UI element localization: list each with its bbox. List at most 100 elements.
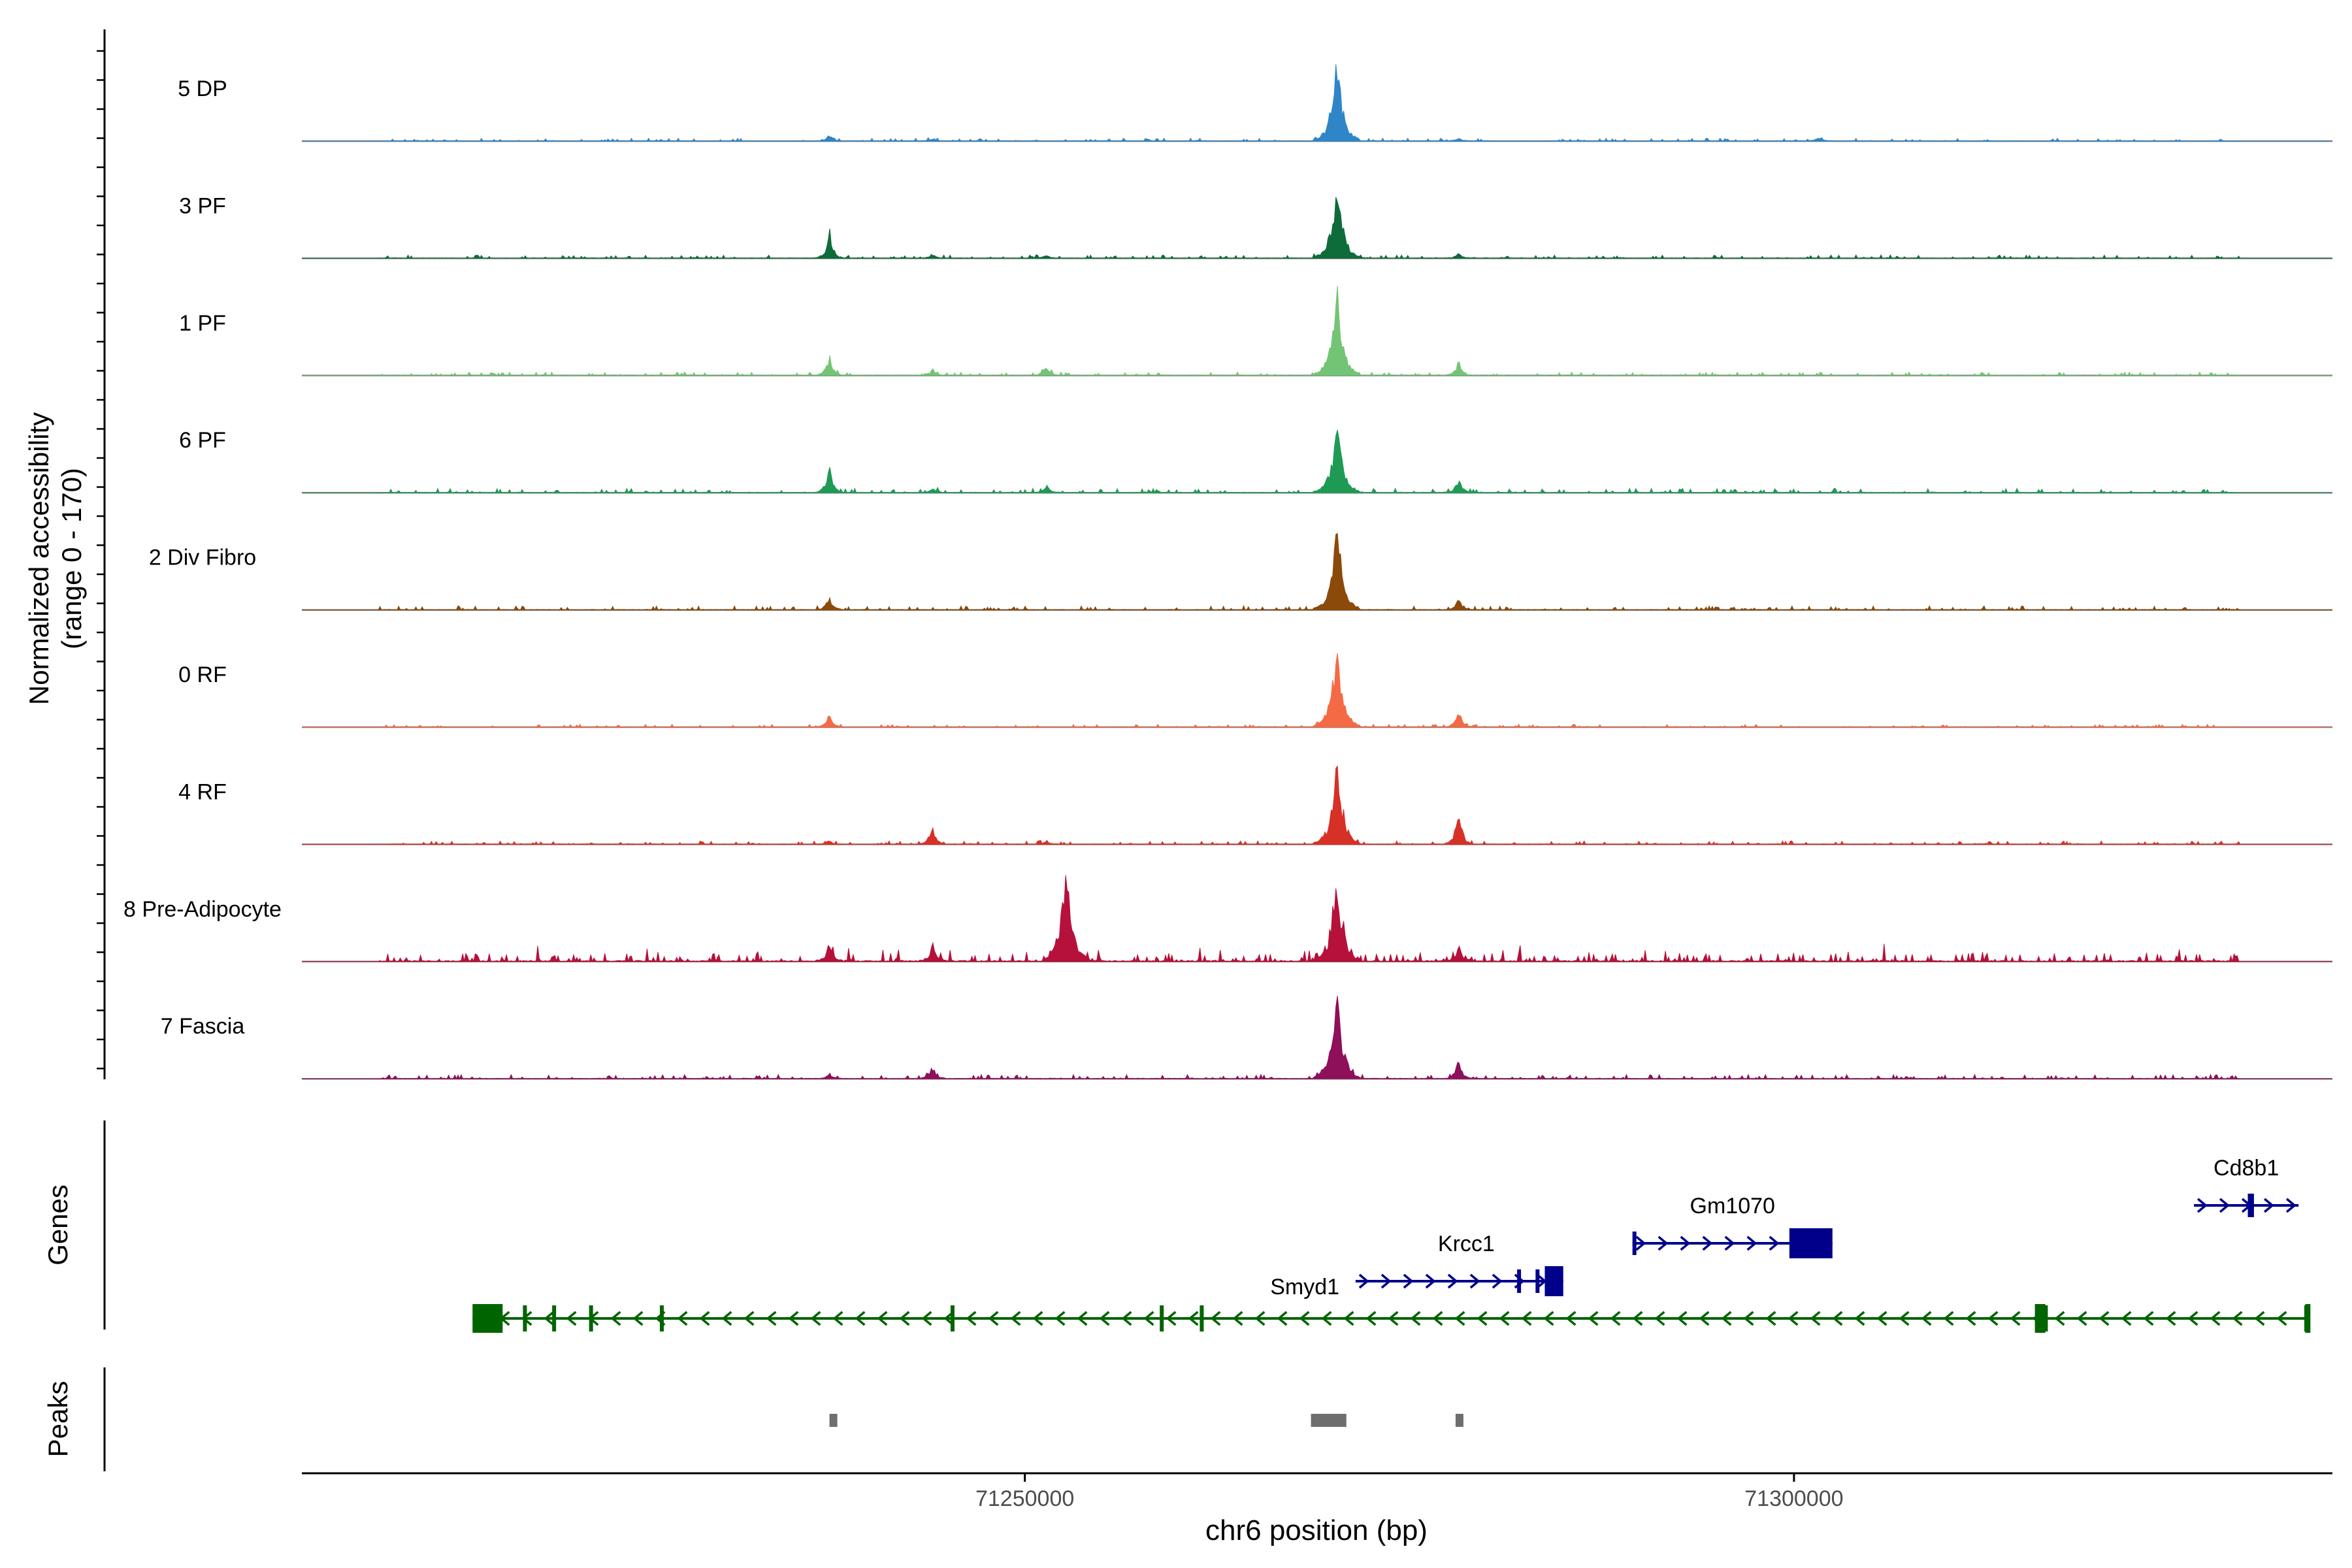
track-8-pre-adipocyte: 8 Pre-Adipocyte <box>123 875 2332 963</box>
strand-arrow <box>1499 1311 1510 1326</box>
strand-arrow <box>1188 1311 1199 1326</box>
strand-arrow <box>2165 1311 2176 1326</box>
strand-arrow <box>1380 1273 1392 1289</box>
x-tick-label: 71300000 <box>1744 1486 1843 1511</box>
strand-arrow <box>2210 1311 2221 1326</box>
track-4-rf: 4 RF <box>178 764 2332 845</box>
strand-arrow <box>2099 1311 2110 1326</box>
strand-arrow <box>1232 1311 1243 1326</box>
coverage-area <box>302 875 2332 963</box>
track-2-div-fibro: 2 Div Fibro <box>149 532 2332 611</box>
strand-arrow <box>1658 1235 1669 1251</box>
strand-arrow <box>1277 1311 1288 1326</box>
coverage-tracks: 5 DP 3 PF 1 PF 6 PF 2 Div Fibro 0 RF 4 RF 8 Pre… <box>123 64 2332 1080</box>
strand-arrow <box>1077 1311 1088 1326</box>
gene-exon <box>1535 1269 1540 1293</box>
peak-region <box>1311 1414 1347 1427</box>
strand-arrow <box>721 1311 732 1326</box>
strand-arrow <box>1010 1311 1021 1326</box>
strand-arrow <box>1388 1311 1399 1326</box>
strand-arrow <box>877 1311 888 1326</box>
strand-arrow <box>1492 1273 1503 1289</box>
strand-arrow <box>1769 1235 1780 1251</box>
strand-arrow <box>1788 1311 1799 1326</box>
track-label: 8 Pre-Adipocyte <box>123 897 282 922</box>
strand-arrow <box>2254 1311 2265 1326</box>
strand-arrow <box>1432 1311 1443 1326</box>
strand-arrow <box>610 1311 621 1326</box>
coverage-area <box>302 429 2332 494</box>
y-axis-range-note: (range 0 - 170) <box>56 468 87 649</box>
strand-arrow <box>1254 1311 1266 1326</box>
gene-exon <box>1200 1305 1204 1331</box>
strand-arrow <box>966 1311 977 1326</box>
track-0-rf: 0 RF <box>178 653 2332 728</box>
strand-arrow <box>1876 1311 1887 1326</box>
coverage-area <box>302 64 2332 142</box>
gene-exon <box>2305 1304 2311 1333</box>
strand-arrow <box>1921 1311 1932 1326</box>
track-label: 6 PF <box>179 428 226 453</box>
x-axis-position: 71250000 71300000 <box>302 1472 2332 1511</box>
strand-arrow <box>1099 1311 1110 1326</box>
strand-arrow <box>632 1311 644 1326</box>
strand-arrow <box>1403 1273 1414 1289</box>
strand-arrow <box>2143 1311 2154 1326</box>
track-label: 1 PF <box>179 311 226 336</box>
strand-arrow <box>1987 1311 1999 1326</box>
strand-arrow <box>1854 1311 1865 1326</box>
strand-arrow <box>1210 1311 1221 1326</box>
gene-exon <box>1789 1228 1833 1258</box>
strand-arrow <box>1676 1311 1688 1326</box>
strand-arrow <box>1121 1311 1132 1326</box>
gene-annotation-track: Cd8b1 Gm1070 Krcc1 Smyd1 <box>472 1156 2311 1333</box>
strand-arrow <box>1521 1311 1532 1326</box>
strand-arrow <box>1632 1311 1643 1326</box>
peak-region <box>829 1414 838 1427</box>
coverage-area <box>302 996 2332 1080</box>
strand-arrow <box>2285 1198 2296 1213</box>
gene-exon <box>950 1305 955 1331</box>
strand-arrow <box>832 1311 843 1326</box>
strand-arrow <box>1680 1235 1691 1251</box>
strand-arrow <box>1358 1273 1369 1289</box>
track-label: 0 RF <box>178 662 227 687</box>
coverage-area <box>302 197 2332 259</box>
strand-arrow <box>544 1311 555 1326</box>
strand-arrow <box>1699 1311 1710 1326</box>
strand-arrow <box>2054 1311 2065 1326</box>
peak-regions-track <box>829 1414 1463 1427</box>
strand-arrow <box>1702 1235 1713 1251</box>
strand-arrow <box>2197 1198 2208 1213</box>
gene-exon <box>1632 1232 1637 1255</box>
strand-arrow <box>1943 1311 1954 1326</box>
strand-arrow <box>1299 1311 1310 1326</box>
gene-exon <box>1160 1305 1164 1331</box>
track-label: 5 DP <box>178 76 227 101</box>
track-label: 3 PF <box>179 193 226 218</box>
strand-arrow <box>1899 1311 1910 1326</box>
strand-arrow <box>2121 1311 2132 1326</box>
gene-smyd1: Smyd1 <box>472 1275 2311 1333</box>
gene-exon <box>589 1305 593 1331</box>
strand-arrow <box>1724 1235 1735 1251</box>
peaks-panel-title: Peaks <box>42 1381 73 1458</box>
strand-arrow <box>1343 1311 1354 1326</box>
strand-arrow <box>1454 1311 1465 1326</box>
strand-arrow <box>1810 1311 1821 1326</box>
strand-arrow <box>1447 1273 1458 1289</box>
track-label: 4 RF <box>178 779 227 804</box>
strand-arrow <box>1743 1311 1754 1326</box>
strand-arrow <box>1565 1311 1576 1326</box>
strand-arrow <box>1410 1311 1421 1326</box>
strand-arrow <box>1654 1311 1665 1326</box>
x-axis-title: chr6 position (bp) <box>1205 1514 1428 1546</box>
y-axis-accessibility <box>97 29 106 1079</box>
gene-exon <box>2034 1304 2046 1333</box>
strand-arrow <box>1469 1273 1480 1289</box>
strand-arrow <box>988 1311 999 1326</box>
strand-arrow <box>2076 1311 2087 1326</box>
strand-arrow <box>1965 1311 1976 1326</box>
strand-arrow <box>677 1311 688 1326</box>
strand-arrow <box>1765 1311 1776 1326</box>
